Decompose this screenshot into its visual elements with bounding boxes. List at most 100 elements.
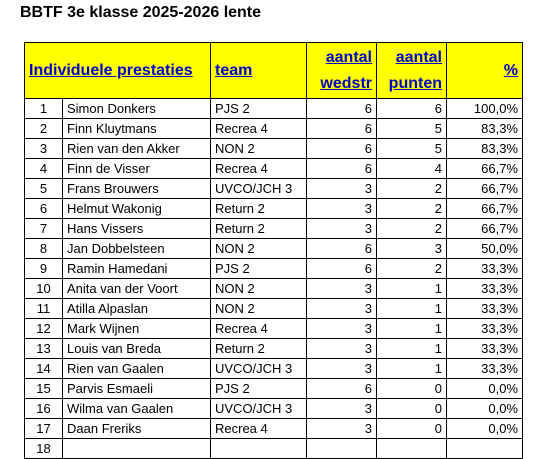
name-cell[interactable]: Atilla Alpaslan <box>62 298 211 319</box>
matches-cell[interactable]: 3 <box>306 318 377 339</box>
pct-cell[interactable] <box>446 438 523 459</box>
pct-cell[interactable]: 33,3% <box>446 298 523 319</box>
name-cell[interactable]: Rien van den Akker <box>62 138 211 159</box>
pct-cell[interactable]: 50,0% <box>446 238 523 259</box>
points-cell[interactable]: 2 <box>376 258 447 279</box>
points-cell[interactable]: 2 <box>376 198 447 219</box>
matches-cell[interactable]: 3 <box>306 398 377 419</box>
matches-cell[interactable]: 3 <box>306 358 377 379</box>
team-cell[interactable]: Return 2 <box>210 218 307 239</box>
rank-cell[interactable]: 13 <box>24 338 63 359</box>
rank-cell[interactable]: 11 <box>24 298 63 319</box>
team-cell[interactable]: NON 2 <box>210 138 307 159</box>
team-cell[interactable]: Return 2 <box>210 338 307 359</box>
pct-cell[interactable]: 100,0% <box>446 98 523 119</box>
name-cell[interactable]: Anita van der Voort <box>62 278 211 299</box>
rank-cell[interactable]: 3 <box>24 138 63 159</box>
matches-cell[interactable]: 3 <box>306 338 377 359</box>
name-cell[interactable]: Louis van Breda <box>62 338 211 359</box>
name-cell[interactable]: Jan Dobbelsteen <box>62 238 211 259</box>
team-cell[interactable]: PJS 2 <box>210 98 307 119</box>
rank-cell[interactable]: 16 <box>24 398 63 419</box>
pct-cell[interactable]: 66,7% <box>446 178 523 199</box>
team-cell[interactable]: NON 2 <box>210 278 307 299</box>
points-cell[interactable]: 1 <box>376 338 447 359</box>
team-cell[interactable]: Recrea 4 <box>210 158 307 179</box>
rank-cell[interactable]: 1 <box>24 98 63 119</box>
points-cell[interactable]: 6 <box>376 98 447 119</box>
matches-cell[interactable]: 6 <box>306 258 377 279</box>
pct-cell[interactable]: 0,0% <box>446 418 523 439</box>
points-cell[interactable]: 1 <box>376 298 447 319</box>
name-cell[interactable]: Helmut Wakonig <box>62 198 211 219</box>
matches-cell[interactable]: 3 <box>306 418 377 439</box>
matches-cell[interactable]: 6 <box>306 238 377 259</box>
matches-cell[interactable]: 3 <box>306 218 377 239</box>
team-cell[interactable]: NON 2 <box>210 298 307 319</box>
matches-cell[interactable]: 3 <box>306 198 377 219</box>
points-cell[interactable]: 3 <box>376 238 447 259</box>
pct-cell[interactable]: 33,3% <box>446 258 523 279</box>
pct-cell[interactable]: 33,3% <box>446 338 523 359</box>
pct-cell[interactable]: 33,3% <box>446 278 523 299</box>
name-cell[interactable]: Simon Donkers <box>62 98 211 119</box>
team-cell[interactable]: UVCO/JCH 3 <box>210 398 307 419</box>
rank-cell[interactable]: 2 <box>24 118 63 139</box>
rank-cell[interactable]: 4 <box>24 158 63 179</box>
name-cell[interactable]: Finn Kluytmans <box>62 118 211 139</box>
name-cell[interactable]: Daan Freriks <box>62 418 211 439</box>
matches-cell[interactable]: 6 <box>306 158 377 179</box>
points-cell[interactable]: 5 <box>376 118 447 139</box>
matches-cell[interactable]: 6 <box>306 118 377 139</box>
team-cell[interactable]: PJS 2 <box>210 258 307 279</box>
rank-cell[interactable]: 5 <box>24 178 63 199</box>
header-matches[interactable]: aantal wedstr <box>306 42 377 99</box>
team-cell[interactable]: NON 2 <box>210 238 307 259</box>
header-pct[interactable]: % <box>446 42 523 99</box>
rank-cell[interactable]: 18 <box>24 438 63 459</box>
points-cell[interactable]: 1 <box>376 358 447 379</box>
pct-cell[interactable]: 33,3% <box>446 358 523 379</box>
rank-cell[interactable]: 6 <box>24 198 63 219</box>
points-cell[interactable] <box>376 438 447 459</box>
rank-cell[interactable]: 15 <box>24 378 63 399</box>
header-team[interactable]: team <box>210 42 307 99</box>
points-cell[interactable]: 0 <box>376 378 447 399</box>
points-cell[interactable]: 0 <box>376 398 447 419</box>
matches-cell[interactable]: 6 <box>306 98 377 119</box>
matches-cell[interactable]: 3 <box>306 298 377 319</box>
team-cell[interactable]: Recrea 4 <box>210 118 307 139</box>
name-cell[interactable]: Finn de Visser <box>62 158 211 179</box>
header-points[interactable]: aantal punten <box>376 42 447 99</box>
pct-cell[interactable]: 33,3% <box>446 318 523 339</box>
rank-cell[interactable]: 12 <box>24 318 63 339</box>
pct-cell[interactable]: 83,3% <box>446 118 523 139</box>
points-cell[interactable]: 2 <box>376 178 447 199</box>
team-cell[interactable]: Recrea 4 <box>210 318 307 339</box>
pct-cell[interactable]: 0,0% <box>446 398 523 419</box>
points-cell[interactable]: 1 <box>376 318 447 339</box>
name-cell[interactable]: Wilma van Gaalen <box>62 398 211 419</box>
pct-cell[interactable]: 66,7% <box>446 198 523 219</box>
name-cell[interactable]: Mark Wijnen <box>62 318 211 339</box>
matches-cell[interactable] <box>306 438 377 459</box>
header-name[interactable]: Individuele prestaties <box>24 42 211 99</box>
matches-cell[interactable]: 3 <box>306 178 377 199</box>
team-cell[interactable]: PJS 2 <box>210 378 307 399</box>
rank-cell[interactable]: 9 <box>24 258 63 279</box>
name-cell[interactable]: Ramin Hamedani <box>62 258 211 279</box>
pct-cell[interactable]: 0,0% <box>446 378 523 399</box>
matches-cell[interactable]: 6 <box>306 138 377 159</box>
team-cell[interactable]: UVCO/JCH 3 <box>210 358 307 379</box>
pct-cell[interactable]: 66,7% <box>446 218 523 239</box>
team-cell[interactable] <box>210 438 307 459</box>
matches-cell[interactable]: 3 <box>306 278 377 299</box>
name-cell[interactable]: Parvis Esmaeli <box>62 378 211 399</box>
points-cell[interactable]: 0 <box>376 418 447 439</box>
name-cell[interactable] <box>62 438 211 459</box>
rank-cell[interactable]: 14 <box>24 358 63 379</box>
team-cell[interactable]: UVCO/JCH 3 <box>210 178 307 199</box>
points-cell[interactable]: 5 <box>376 138 447 159</box>
rank-cell[interactable]: 8 <box>24 238 63 259</box>
points-cell[interactable]: 2 <box>376 218 447 239</box>
